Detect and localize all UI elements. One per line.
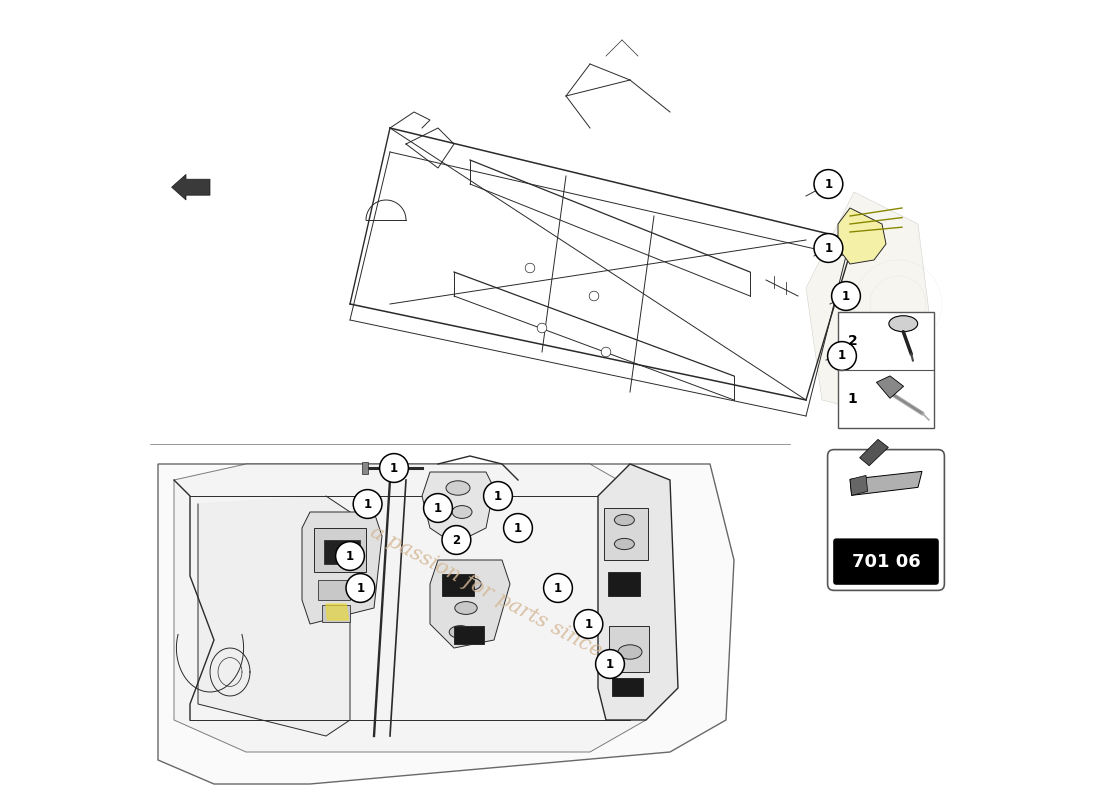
Text: 1: 1 [848,392,857,406]
Text: 1: 1 [606,658,614,670]
Circle shape [525,263,535,273]
Text: 1: 1 [824,178,833,190]
Circle shape [442,526,471,554]
Text: 1: 1 [389,462,398,474]
Text: a passion for parts since: a passion for parts since [367,522,605,662]
Bar [362,462,369,474]
Polygon shape [422,472,494,544]
Text: 1: 1 [824,242,833,254]
Polygon shape [859,439,889,466]
Bar [322,605,350,622]
Bar [314,528,366,572]
Polygon shape [838,208,886,264]
Text: 1: 1 [356,582,364,594]
Circle shape [504,514,532,542]
Circle shape [353,490,382,518]
Circle shape [424,494,452,522]
Polygon shape [198,496,350,736]
Polygon shape [850,475,868,495]
Polygon shape [598,464,678,720]
Circle shape [827,342,857,370]
Polygon shape [174,464,646,752]
Ellipse shape [459,578,481,590]
FancyBboxPatch shape [833,538,938,585]
Bar [604,508,648,560]
Text: 1: 1 [554,582,562,594]
Polygon shape [158,464,734,784]
Polygon shape [172,174,210,200]
Text: 1: 1 [838,350,846,362]
Polygon shape [430,560,510,648]
Circle shape [484,482,513,510]
FancyBboxPatch shape [838,312,934,428]
FancyBboxPatch shape [827,450,945,590]
Circle shape [574,610,603,638]
Bar [454,626,484,644]
Text: 701 06: 701 06 [851,553,921,570]
Bar [609,626,649,672]
Circle shape [595,650,625,678]
Text: 1: 1 [514,522,522,534]
Ellipse shape [446,481,470,495]
Text: 1: 1 [842,290,850,302]
Circle shape [346,574,375,602]
Ellipse shape [615,538,635,550]
Ellipse shape [454,602,477,614]
Bar [442,574,474,596]
Ellipse shape [615,514,635,526]
Circle shape [602,347,610,357]
Text: 2: 2 [848,334,857,348]
Text: 1: 1 [494,490,502,502]
Polygon shape [806,192,934,416]
Circle shape [590,291,598,301]
Polygon shape [302,512,382,624]
Circle shape [832,282,860,310]
Ellipse shape [452,506,472,518]
Circle shape [379,454,408,482]
Polygon shape [850,471,922,495]
Circle shape [814,170,843,198]
Polygon shape [326,604,349,620]
Text: 2: 2 [452,534,461,546]
Circle shape [537,323,547,333]
Bar [607,572,639,596]
Text: 1: 1 [584,618,593,630]
Bar [318,580,350,600]
Ellipse shape [889,316,917,332]
Ellipse shape [618,645,642,659]
Ellipse shape [449,626,472,638]
Text: 1: 1 [363,498,372,510]
Polygon shape [877,376,903,398]
Bar [323,540,360,564]
Circle shape [543,574,572,602]
Text: 1: 1 [433,502,442,514]
Circle shape [814,234,843,262]
Text: 1: 1 [345,550,354,562]
Circle shape [336,542,364,570]
Bar [613,678,642,696]
